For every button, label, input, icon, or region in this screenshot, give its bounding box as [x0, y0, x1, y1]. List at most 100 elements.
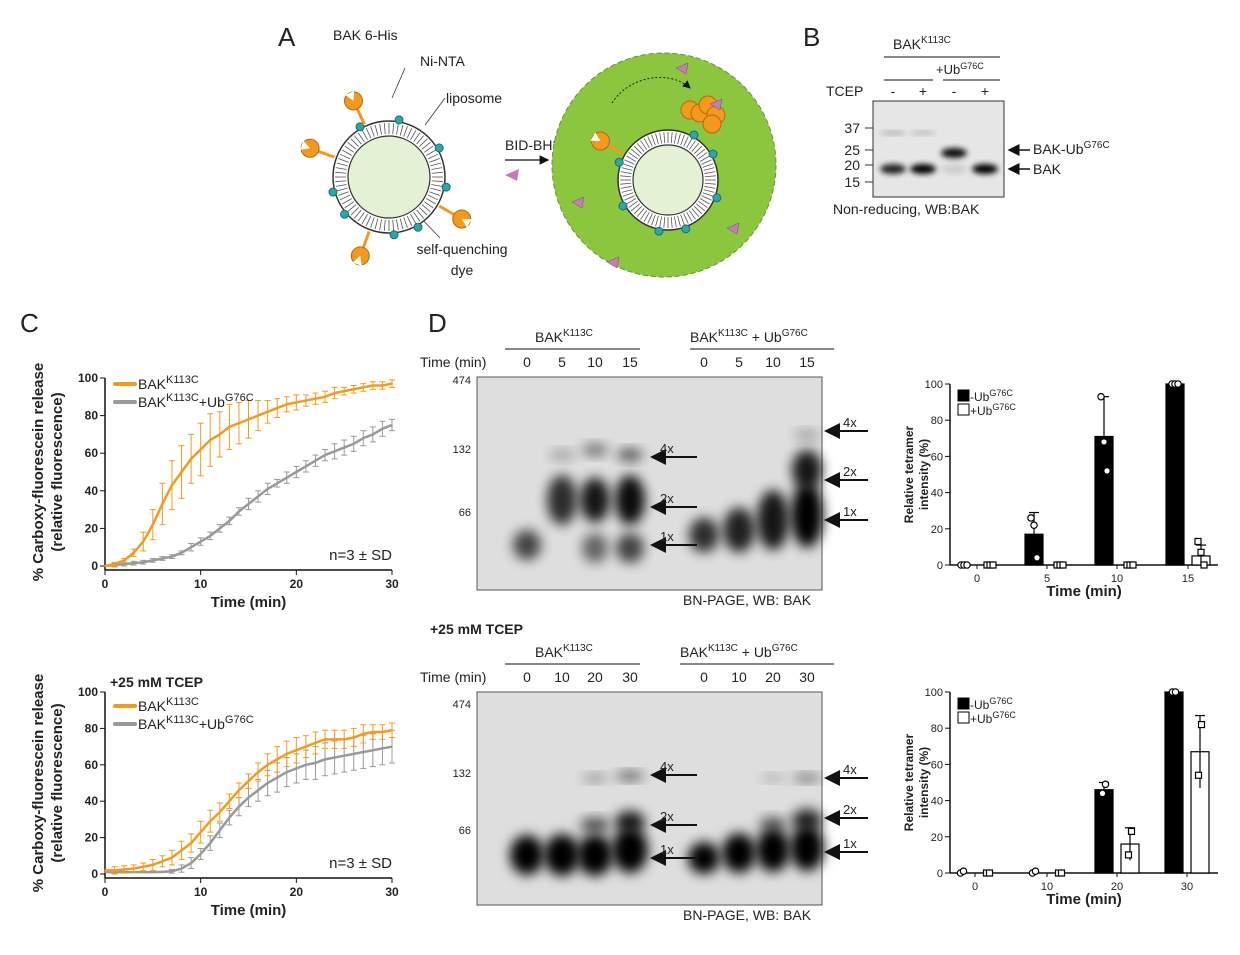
data-point [238, 510, 240, 513]
b-marker-37: 37 [844, 120, 860, 136]
data-point [132, 867, 135, 870]
species-label: 4x [843, 762, 857, 777]
species-label: 1x [660, 842, 674, 857]
data-point [372, 433, 374, 436]
lipid-tail [350, 207, 359, 216]
ni-nta-icon [618, 201, 628, 211]
lipid-tail [426, 149, 436, 156]
data-point [266, 488, 269, 490]
lipid-tail [423, 201, 434, 209]
data-point [113, 563, 116, 565]
legend-label: BAKK113C [138, 374, 199, 392]
data-point [1171, 688, 1180, 696]
lipid-tail [427, 194, 439, 201]
label: + Ub [748, 329, 782, 345]
lipid-tail [383, 123, 386, 135]
lipid-tail [686, 138, 693, 149]
lipid-tail [626, 198, 637, 205]
lipid-tail [379, 123, 382, 135]
legend-label: -UbG76C [970, 388, 1013, 404]
lipid-tail [429, 191, 440, 196]
gel-band [580, 818, 610, 832]
data-point [1127, 827, 1136, 835]
data-point [352, 753, 355, 755]
data-point [285, 771, 288, 773]
data-point [381, 427, 384, 430]
sup: G76C [772, 643, 798, 654]
data-point [1033, 553, 1041, 562]
d-time-tick: 5 [735, 354, 743, 370]
d-time-tick: 15 [799, 354, 815, 370]
d-tcep-heading: +25 mM TCEP [430, 621, 523, 637]
lipid-tail [392, 219, 395, 231]
y-tick-label: 40 [931, 488, 943, 500]
ni-nta-icon [340, 209, 350, 219]
panel-label-d: D [428, 308, 447, 338]
bar [1164, 691, 1184, 874]
data-point [295, 471, 298, 473]
data-point [190, 862, 192, 864]
data-point [228, 520, 231, 522]
b-tcep-label: TCEP [826, 83, 863, 99]
data-point [362, 733, 365, 735]
x-tick-label: 0 [972, 881, 978, 893]
d-time-tick: 10 [554, 669, 570, 685]
data-point [132, 562, 135, 564]
lipid-tail [396, 219, 399, 231]
lipid-tail [693, 145, 703, 155]
data-point [228, 816, 231, 819]
lipid-tail [702, 192, 714, 197]
intact-liposome [300, 90, 472, 266]
ni-nta-icon [654, 226, 664, 236]
x-tick-label: 10 [1041, 881, 1053, 893]
lipid-tail [361, 130, 368, 140]
lipid-tail [647, 136, 653, 147]
gel-band [547, 475, 577, 525]
legend-label: -UbG76C [970, 696, 1013, 712]
y-axis-label: Relative tetramer [902, 733, 916, 831]
lipid-tail [696, 203, 706, 212]
data-point [238, 805, 240, 808]
data-point [247, 418, 250, 421]
data-point [391, 729, 393, 732]
d-marker: 132 [453, 444, 471, 456]
data-point [113, 869, 116, 872]
lipid-tail [399, 124, 404, 136]
gel-band [757, 490, 789, 550]
d-time-tick: 20 [765, 669, 781, 685]
lipid-tail [374, 218, 379, 230]
d-header-bak-ub: BAKK113C + UbG76C [680, 643, 798, 660]
y-tick-label: 20 [931, 832, 943, 844]
lipid-tail [344, 145, 355, 153]
legend-sup: K113C [166, 392, 199, 404]
lipid-tail [701, 195, 712, 201]
gel-band [910, 164, 936, 174]
lipid-tail [413, 132, 421, 143]
data-point [152, 523, 154, 526]
lipid-tail [674, 132, 677, 144]
legend-label: BAKK113C+UbG76C [138, 714, 254, 732]
legend-swatch [957, 711, 970, 724]
gel-band [941, 164, 967, 174]
data-point [209, 842, 212, 844]
data-point [372, 384, 374, 387]
data-point [391, 382, 393, 385]
ni-nta-icon [413, 222, 423, 232]
lipid-tail [335, 180, 347, 183]
bid-peptide-icon [726, 222, 740, 235]
lipid-tail [430, 187, 442, 192]
lipid-tail [392, 123, 395, 135]
d-marker: 474 [453, 375, 471, 387]
gel-band [688, 842, 720, 874]
lipid-tail [626, 155, 637, 162]
data-point [266, 782, 269, 784]
d-time-tick: 0 [523, 354, 531, 370]
gel-band [616, 771, 644, 781]
lipid-tail [431, 180, 443, 183]
legend-sup: G76C [992, 402, 1016, 412]
x-tick-label: 10 [194, 885, 208, 899]
gel-band [761, 774, 785, 782]
data-point [1103, 467, 1111, 475]
data-point [295, 401, 298, 404]
legend-base: +Ub [970, 404, 993, 418]
